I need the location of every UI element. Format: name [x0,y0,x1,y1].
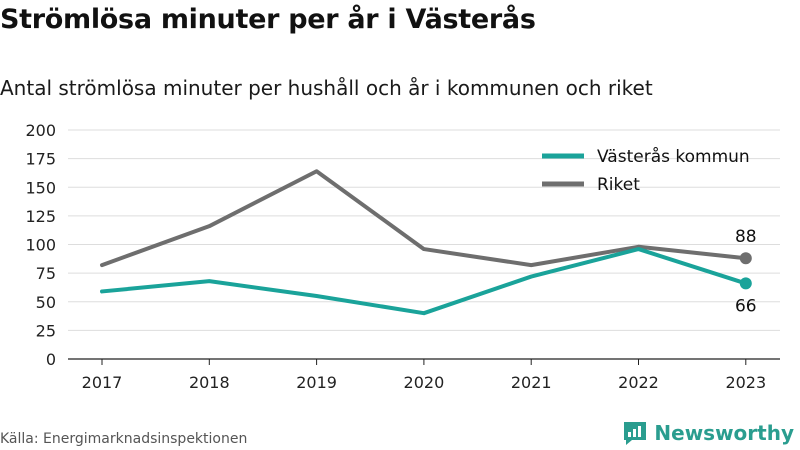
end-value-label: 88 [735,227,757,247]
legend-label: Riket [597,175,640,195]
x-tick-label: 2019 [296,373,337,392]
source-note: Källa: Energimarknadsinspektionen [0,431,248,447]
chart-title: Strömlösa minuter per år i Västerås [0,4,536,35]
x-tick-label: 2020 [404,373,445,392]
y-tick-label: 150 [25,178,56,197]
y-axis: 0 25 50 75 100 125 150 175 200 [25,121,56,369]
legend: Västerås kommun Riket [542,146,750,195]
legend-item[interactable]: Riket [542,175,640,195]
legend-label: Västerås kommun [597,146,750,167]
x-tick-label: 2022 [618,373,659,392]
series-riket-line [100,169,748,268]
end-value-label: 66 [735,296,757,316]
brand-name: Newsworthy [654,421,794,445]
x-tick-label: 2023 [725,373,766,392]
y-tick-label: 75 [36,264,56,283]
y-tick-label: 125 [25,207,56,226]
series-v-ster-s-kommun-end-point [739,277,752,290]
y-tick-label: 175 [25,150,56,169]
grid-lines [68,129,780,331]
y-tick-label: 25 [36,321,56,340]
x-axis: 2017 2018 2019 2020 2021 2022 2023 [68,358,780,392]
series-group: 88 66 [100,169,757,316]
x-tick-label: 2018 [189,373,230,392]
x-tick-label: 2021 [511,373,552,392]
x-tick-label: 2017 [82,373,123,392]
series-v-ster-s-kommun-line [100,247,748,316]
series-riket-end-point [739,252,752,265]
legend-item[interactable]: Västerås kommun [542,146,750,167]
chart-subtitle: Antal strömlösa minuter per hushåll och … [0,76,653,100]
y-tick-label: 50 [36,293,56,312]
y-tick-label: 0 [46,350,56,369]
newsworthy-logo-icon [624,422,647,445]
brand[interactable]: Newsworthy [622,420,794,446]
y-tick-label: 200 [25,121,56,140]
y-tick-label: 100 [25,236,56,255]
